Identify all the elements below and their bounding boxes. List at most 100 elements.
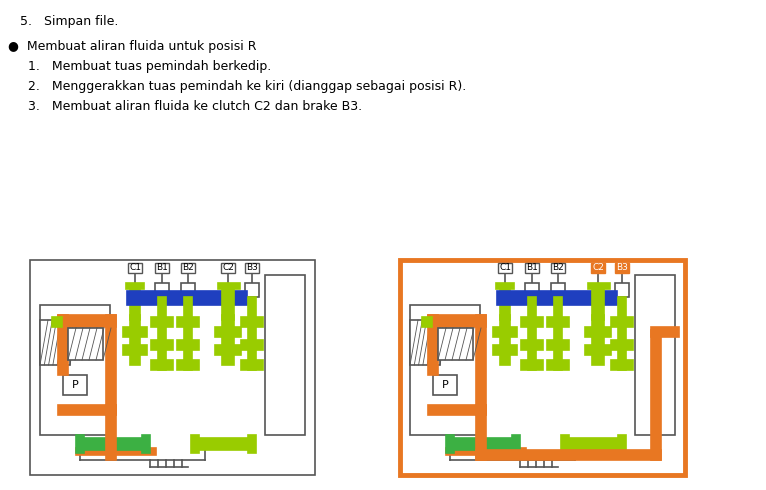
Bar — [222, 315, 234, 365]
Bar — [400, 260, 685, 475]
Bar — [151, 317, 173, 327]
Bar — [433, 375, 457, 395]
Bar — [521, 340, 543, 350]
Bar — [446, 448, 526, 455]
Bar — [195, 438, 250, 450]
Bar — [611, 317, 633, 327]
Text: C1: C1 — [499, 264, 511, 272]
Bar — [591, 263, 605, 273]
Bar — [592, 315, 604, 365]
Bar — [525, 263, 539, 273]
Bar — [58, 315, 68, 375]
Bar — [547, 360, 569, 370]
Text: 2.   Menggerakkan tuas pemindah ke kiri (dianggap sebagai posisi R).: 2. Menggerakkan tuas pemindah ke kiri (d… — [28, 80, 466, 93]
Bar — [177, 360, 199, 370]
Bar — [30, 260, 315, 475]
Bar — [585, 345, 611, 355]
Bar — [651, 330, 661, 460]
Bar — [651, 327, 679, 337]
Bar — [410, 305, 480, 435]
Bar — [618, 435, 626, 453]
Bar — [476, 405, 486, 460]
Text: B1: B1 — [156, 264, 168, 272]
Bar — [130, 315, 140, 365]
Bar — [528, 297, 536, 370]
Bar — [585, 327, 611, 337]
Bar — [76, 435, 84, 453]
Bar — [476, 450, 661, 460]
Bar — [428, 405, 486, 415]
Bar — [215, 345, 241, 355]
Bar — [512, 435, 520, 453]
Bar — [561, 435, 569, 453]
Bar — [554, 297, 562, 370]
Bar — [635, 275, 675, 435]
Bar — [450, 438, 515, 450]
Text: B2: B2 — [182, 264, 194, 272]
Bar — [155, 263, 169, 273]
Bar — [184, 297, 192, 370]
Bar — [40, 305, 110, 435]
Text: C2: C2 — [222, 264, 234, 272]
Bar — [521, 360, 543, 370]
Bar — [241, 317, 263, 327]
Bar — [215, 327, 241, 337]
Bar — [500, 315, 510, 365]
Bar — [493, 345, 517, 355]
Bar — [68, 328, 103, 360]
Bar — [498, 263, 512, 273]
Text: P: P — [442, 380, 448, 390]
Bar — [222, 285, 234, 320]
Bar — [446, 435, 454, 453]
Bar — [158, 297, 166, 370]
Text: 1.   Membuat tuas pemindah berkedip.: 1. Membuat tuas pemindah berkedip. — [28, 60, 271, 73]
Bar — [422, 317, 432, 327]
Bar — [40, 320, 70, 365]
Text: C2: C2 — [592, 264, 604, 272]
Bar — [123, 345, 147, 355]
Bar — [155, 283, 169, 297]
Text: C1: C1 — [129, 264, 141, 272]
Bar — [615, 283, 629, 297]
Bar — [611, 360, 633, 370]
Bar — [611, 340, 633, 350]
Text: B2: B2 — [552, 264, 564, 272]
Bar — [181, 263, 195, 273]
Text: ●  Membuat aliran fluida untuk posisi R: ● Membuat aliran fluida untuk posisi R — [8, 40, 257, 53]
Bar — [565, 438, 620, 450]
Bar — [493, 327, 517, 337]
Bar — [248, 435, 256, 453]
Bar — [221, 263, 235, 273]
Bar — [547, 340, 569, 350]
Bar — [241, 340, 263, 350]
Bar — [438, 328, 473, 360]
Bar — [106, 405, 116, 460]
Bar — [428, 315, 486, 327]
Bar — [76, 448, 156, 455]
Bar — [428, 315, 438, 375]
Bar — [123, 327, 147, 337]
Bar — [52, 317, 62, 327]
Bar — [130, 285, 140, 320]
Bar — [245, 283, 259, 297]
Bar — [245, 263, 259, 273]
Text: 5.   Simpan file.: 5. Simpan file. — [20, 15, 119, 28]
Bar — [128, 263, 142, 273]
Bar — [496, 283, 514, 289]
Bar — [241, 360, 263, 370]
Bar — [410, 320, 440, 365]
Text: 3.   Membuat aliran fluida ke clutch C2 dan brake B3.: 3. Membuat aliran fluida ke clutch C2 da… — [28, 100, 362, 113]
Bar — [521, 317, 543, 327]
Text: B3: B3 — [246, 264, 258, 272]
Bar — [525, 283, 539, 297]
Bar — [551, 283, 565, 297]
Bar — [177, 317, 199, 327]
Bar — [142, 435, 150, 453]
Bar — [106, 315, 116, 415]
Text: B3: B3 — [616, 264, 628, 272]
Bar — [218, 283, 240, 289]
Bar — [58, 315, 116, 327]
Bar — [547, 317, 569, 327]
Bar — [181, 283, 195, 297]
Text: B1: B1 — [526, 264, 538, 272]
